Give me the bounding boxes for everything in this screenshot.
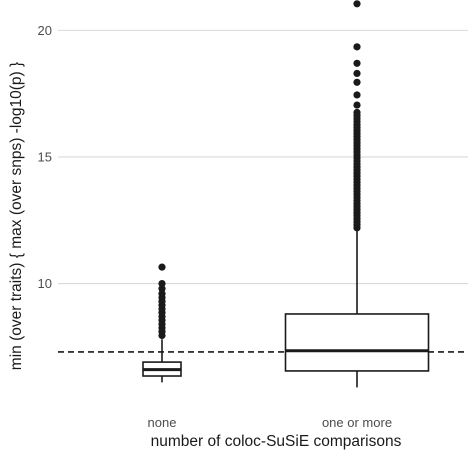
y-tick-label-10: 10 (38, 276, 52, 291)
outlier-point (158, 285, 166, 293)
x-tick-label-1: one or more (322, 415, 392, 430)
outlier-point (353, 91, 361, 99)
tick-labels: 10 15 20 none one or more (38, 23, 393, 430)
outlier-point (158, 263, 166, 271)
outlier-point (353, 0, 361, 8)
y-tick-label-20: 20 (38, 23, 52, 38)
x-axis-title: number of coloc-SuSiE comparisons (151, 433, 402, 450)
outlier-point (158, 279, 166, 288)
outlier-point (158, 290, 166, 298)
box-1 (284, 0, 430, 388)
gridlines (58, 29, 468, 285)
outlier-point (353, 101, 361, 109)
x-tick-label-0: none (148, 415, 177, 430)
outlier-point (353, 43, 361, 51)
y-tick-label-15: 15 (38, 149, 52, 164)
outlier-point (353, 69, 361, 78)
box-iqr (284, 313, 430, 372)
outlier-point (353, 108, 361, 117)
boxes (142, 0, 430, 388)
outlier-point (353, 59, 361, 67)
box-0 (142, 263, 182, 383)
outlier-point (353, 78, 361, 86)
y-axis-title: min (over traits) { max (over snps) -log… (8, 62, 25, 370)
